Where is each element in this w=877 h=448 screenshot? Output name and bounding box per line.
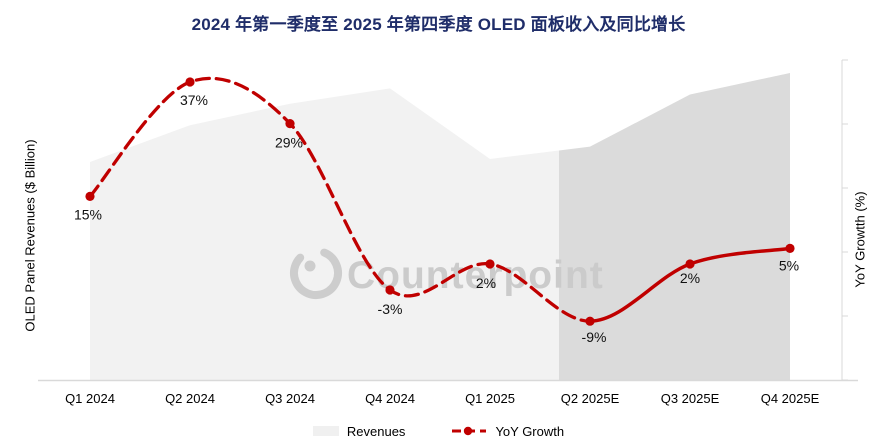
x-axis-label: Q3 2025E xyxy=(660,391,720,406)
yoy-value-label: -3% xyxy=(378,301,403,317)
yoy-value-label: 2% xyxy=(476,275,496,291)
yoy-data-point xyxy=(285,119,295,129)
legend-item-revenues: Revenues xyxy=(312,423,406,439)
x-axis: Q1 2024 Q2 2024 Q3 2024 Q4 2024 Q1 2025 Q2 20… xyxy=(0,391,877,409)
watermark: Counterpoint xyxy=(290,247,603,299)
x-axis-label: Q2 2024 xyxy=(165,391,215,406)
x-axis-label: Q4 2024 xyxy=(365,391,415,406)
axes-group xyxy=(38,59,858,382)
yoy-data-point xyxy=(385,285,395,295)
yoy-value-label: 37% xyxy=(180,92,208,108)
yoy-line-dashed xyxy=(88,76,592,323)
revenues-area-group xyxy=(90,73,790,380)
x-axis-label: Q3 2024 xyxy=(265,391,315,406)
x-axis-label: Q1 2025 xyxy=(465,391,515,406)
legend: Revenues YoY Growth xyxy=(0,421,877,441)
yoy-value-label: 2% xyxy=(680,270,700,286)
yoy-value-label: 15% xyxy=(74,206,102,222)
yoy-data-point xyxy=(785,243,795,253)
yoy-data-point xyxy=(685,259,695,269)
revenues-area-forecast xyxy=(559,73,790,380)
watermark-logo-ring xyxy=(290,247,342,299)
yoy-value-label: 5% xyxy=(779,257,799,273)
yoy-data-point xyxy=(485,259,495,269)
legend-yoy-label: YoY Growth xyxy=(495,423,565,439)
chart-title: 2024 年第一季度至 2025 年第四季度 OLED 面板收入及同比增长 xyxy=(191,15,686,34)
legend-item-yoy: YoY Growth xyxy=(451,424,564,439)
x-axis-label: Q2 2025E xyxy=(560,391,620,406)
legend-revenues-label: Revenues xyxy=(346,423,406,439)
yoy-data-point xyxy=(185,77,195,87)
yoy-line-group: 15% 37% 29% -3% 2% -9% 2% 5% xyxy=(74,76,799,345)
yoy-value-label: 29% xyxy=(275,135,303,151)
watermark-logo-dot xyxy=(304,260,316,272)
revenues-swatch xyxy=(312,426,339,436)
x-axis-label: Q1 2024 xyxy=(65,391,115,406)
revenues-area-actual xyxy=(90,88,559,380)
yoy-value-label: -9% xyxy=(582,329,607,345)
yoy-data-point xyxy=(585,316,595,326)
yoy-legend-marker xyxy=(452,426,487,436)
yoy-data-point xyxy=(85,191,95,201)
x-axis-label: Q4 2025E xyxy=(760,391,820,406)
